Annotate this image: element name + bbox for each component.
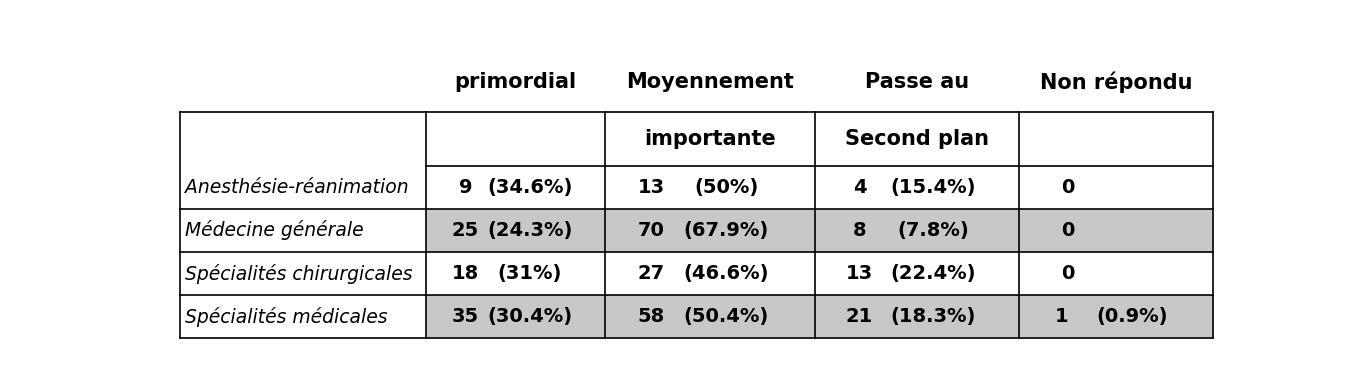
FancyBboxPatch shape bbox=[180, 209, 427, 252]
Text: (18.3%): (18.3%) bbox=[891, 307, 976, 326]
Text: Spécialités chirurgicales: Spécialités chirurgicales bbox=[185, 264, 413, 284]
Text: (50.4%): (50.4%) bbox=[684, 307, 769, 326]
Text: (30.4%): (30.4%) bbox=[487, 307, 573, 326]
Text: Moyennement: Moyennement bbox=[626, 72, 793, 92]
Text: Anesthésie-réanimation: Anesthésie-réanimation bbox=[185, 178, 409, 197]
Text: (22.4%): (22.4%) bbox=[891, 264, 976, 283]
Text: 0: 0 bbox=[1062, 221, 1075, 240]
FancyBboxPatch shape bbox=[180, 295, 427, 339]
Text: (15.4%): (15.4%) bbox=[891, 178, 976, 197]
Text: Médecine générale: Médecine générale bbox=[185, 221, 364, 240]
Text: (24.3%): (24.3%) bbox=[487, 221, 573, 240]
Text: (0.9%): (0.9%) bbox=[1097, 307, 1167, 326]
Text: 13: 13 bbox=[846, 264, 873, 283]
Text: 1: 1 bbox=[1055, 307, 1068, 326]
Text: (31%): (31%) bbox=[498, 264, 562, 283]
Text: 9: 9 bbox=[459, 178, 473, 197]
Text: (67.9%): (67.9%) bbox=[684, 221, 769, 240]
Text: Second plan: Second plan bbox=[845, 129, 988, 149]
FancyBboxPatch shape bbox=[427, 112, 1213, 166]
Text: 25: 25 bbox=[452, 221, 479, 240]
Text: Non répondu: Non répondu bbox=[1040, 72, 1193, 93]
Text: 13: 13 bbox=[638, 178, 665, 197]
Text: primordial: primordial bbox=[455, 72, 577, 92]
Text: 0: 0 bbox=[1062, 264, 1075, 283]
FancyBboxPatch shape bbox=[180, 252, 427, 295]
Text: 8: 8 bbox=[853, 221, 867, 240]
Text: Passe au: Passe au bbox=[865, 72, 969, 92]
Text: 27: 27 bbox=[638, 264, 665, 283]
Text: (46.6%): (46.6%) bbox=[684, 264, 769, 283]
Text: 4: 4 bbox=[853, 178, 867, 197]
FancyBboxPatch shape bbox=[427, 166, 1213, 209]
Text: 35: 35 bbox=[452, 307, 479, 326]
FancyBboxPatch shape bbox=[427, 295, 1213, 339]
Text: (50%): (50%) bbox=[695, 178, 758, 197]
Text: 70: 70 bbox=[638, 221, 665, 240]
Text: 0: 0 bbox=[1062, 178, 1075, 197]
Text: (7.8%): (7.8%) bbox=[898, 221, 969, 240]
Text: Spécialités médicales: Spécialités médicales bbox=[185, 307, 387, 327]
FancyBboxPatch shape bbox=[180, 112, 427, 339]
FancyBboxPatch shape bbox=[180, 166, 427, 209]
Text: 58: 58 bbox=[638, 307, 665, 326]
FancyBboxPatch shape bbox=[427, 252, 1213, 295]
FancyBboxPatch shape bbox=[427, 209, 1213, 252]
Text: importante: importante bbox=[643, 129, 776, 149]
Text: (34.6%): (34.6%) bbox=[487, 178, 573, 197]
Text: 18: 18 bbox=[452, 264, 479, 283]
Text: 21: 21 bbox=[846, 307, 873, 326]
